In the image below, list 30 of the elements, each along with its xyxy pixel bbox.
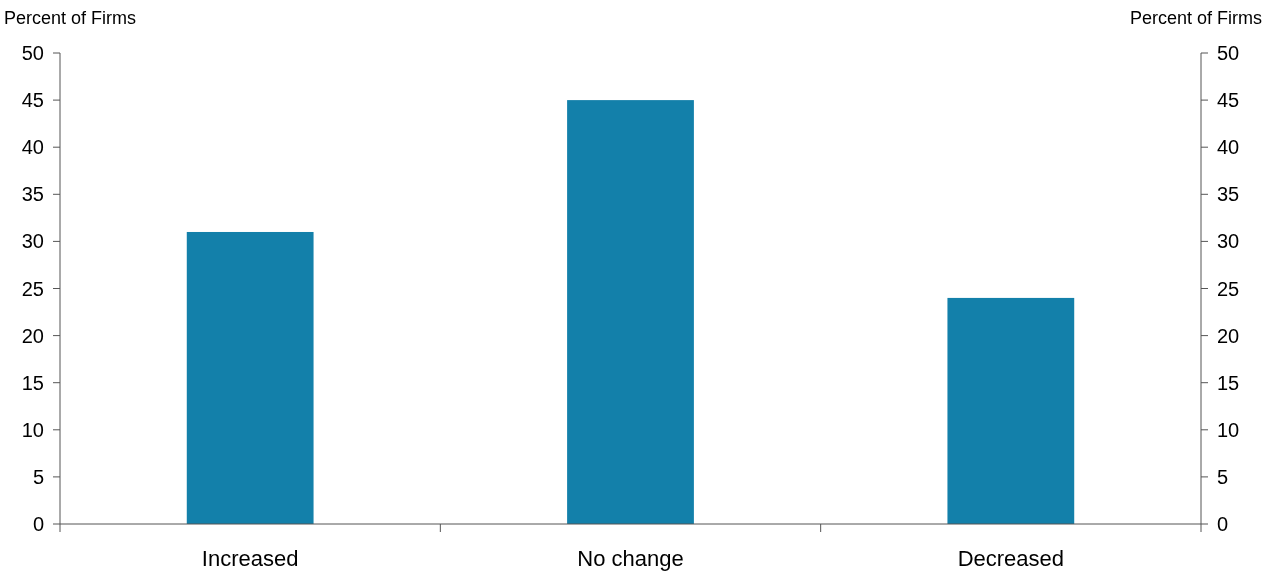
y-tick-label: 15 [21, 371, 44, 394]
y2-axis-title: Percent of Firms [1129, 8, 1262, 28]
y2-tick-label: 0 [1217, 513, 1229, 535]
y-tick-label: 0 [32, 513, 44, 535]
y-axis-title: Percent of Firms [4, 8, 137, 28]
y-tick-label: 45 [21, 89, 44, 112]
y2-tick-label: 30 [1217, 230, 1240, 253]
y-tick-label: 30 [21, 230, 44, 253]
y2-tick-label: 50 [1217, 42, 1240, 64]
x-tick-label: Increased [201, 546, 299, 571]
bar [947, 297, 1075, 524]
y-tick-label: 10 [21, 418, 44, 441]
bar [567, 100, 694, 524]
bar [186, 231, 314, 524]
x-tick-label: Decreased [957, 546, 1065, 571]
y-tick-label: 50 [21, 42, 44, 64]
y2-tick-label: 35 [1217, 183, 1240, 206]
y-tick-label: 35 [21, 183, 44, 206]
y2-tick-label: 40 [1217, 136, 1240, 159]
y-tick-label: 40 [21, 136, 44, 159]
y2-tick-label: 5 [1217, 465, 1229, 488]
y-tick-label: 25 [21, 277, 44, 300]
y2-tick-label: 10 [1217, 418, 1240, 441]
y2-tick-label: 15 [1217, 371, 1240, 394]
y-tick-label: 5 [32, 465, 44, 488]
y2-tick-label: 45 [1217, 89, 1240, 112]
y2-tick-label: 20 [1217, 324, 1240, 347]
x-tick-label: No change [577, 546, 684, 571]
y2-tick-label: 25 [1217, 277, 1240, 300]
y-tick-label: 20 [21, 324, 44, 347]
